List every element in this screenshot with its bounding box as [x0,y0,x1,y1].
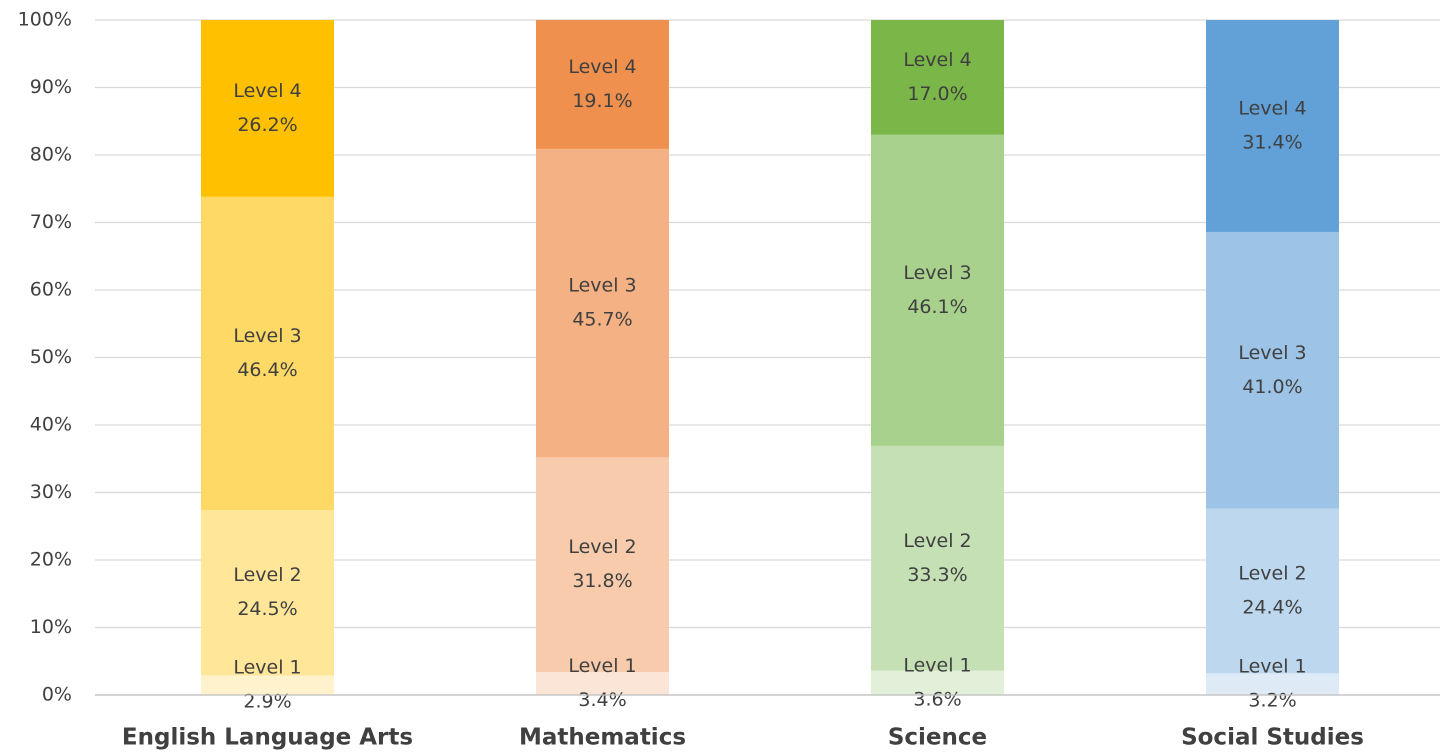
x-tick-label: Science [888,725,987,751]
y-tick-label: 30% [30,481,72,503]
data-label: 31.8% [572,570,632,592]
data-label: 45.7% [572,309,632,331]
segment-name: Level 2 [1238,563,1306,585]
data-label: 3.2% [1248,690,1296,712]
y-tick-label: 20% [30,549,72,571]
y-tick-label: 100% [18,9,72,31]
segment-name: Level 4 [903,49,971,71]
segment-name: Level 4 [568,56,636,78]
bar-segment [536,20,669,149]
bar-segment [536,457,669,673]
y-tick-label: 90% [30,76,72,98]
bar-segment [201,675,334,695]
segment-name: Level 1 [233,657,301,679]
y-tick-label: 80% [30,144,72,166]
data-label: 19.1% [572,90,632,112]
segment-name: Level 4 [233,80,301,102]
segment-name: Level 2 [568,536,636,558]
data-label: 46.4% [237,359,297,381]
segment-name: Level 3 [1238,342,1306,364]
segment-name: Level 1 [903,654,971,676]
segment-name: Level 4 [1238,97,1306,119]
bar-segment [871,20,1004,135]
data-label: 26.2% [237,114,297,136]
y-tick-label: 10% [30,616,72,638]
bar-segment [201,510,334,676]
bar-segment [1206,20,1339,232]
data-label: 31.4% [1242,131,1302,153]
bar-segment [871,134,1004,446]
data-label: 2.9% [243,691,291,713]
bar-segment [201,196,334,511]
y-tick-label: 70% [30,211,72,233]
bar-segment [871,670,1004,695]
y-tick-label: 40% [30,414,72,436]
data-label: 3.6% [913,688,961,710]
segment-name: Level 3 [233,325,301,347]
x-tick-label: Social Studies [1181,725,1364,751]
data-label: 46.1% [907,296,967,318]
data-label: 3.4% [578,689,626,711]
y-tick-label: 60% [30,279,72,301]
data-label: 33.3% [907,564,967,586]
y-tick-label: 50% [30,346,72,368]
x-tick-label: Mathematics [519,725,686,751]
bar-segment [871,445,1004,671]
x-tick-label: English Language Arts [122,725,413,751]
bar-segment [536,148,669,458]
segment-name: Level 3 [903,262,971,284]
segment-name: Level 2 [903,530,971,552]
bar-segment [1206,673,1339,695]
bar-segment [1206,508,1339,674]
bar-segment [201,20,334,197]
data-label: 17.0% [907,83,967,105]
segment-name: Level 3 [568,275,636,297]
data-label: 24.4% [1242,597,1302,619]
segment-name: Level 1 [1238,656,1306,678]
data-label: 24.5% [237,598,297,620]
data-label: 41.0% [1242,376,1302,398]
bar-segment [1206,231,1339,509]
bar-segment [536,672,669,695]
segment-name: Level 2 [233,564,301,586]
segment-name: Level 1 [568,655,636,677]
y-tick-label: 0% [42,684,72,706]
